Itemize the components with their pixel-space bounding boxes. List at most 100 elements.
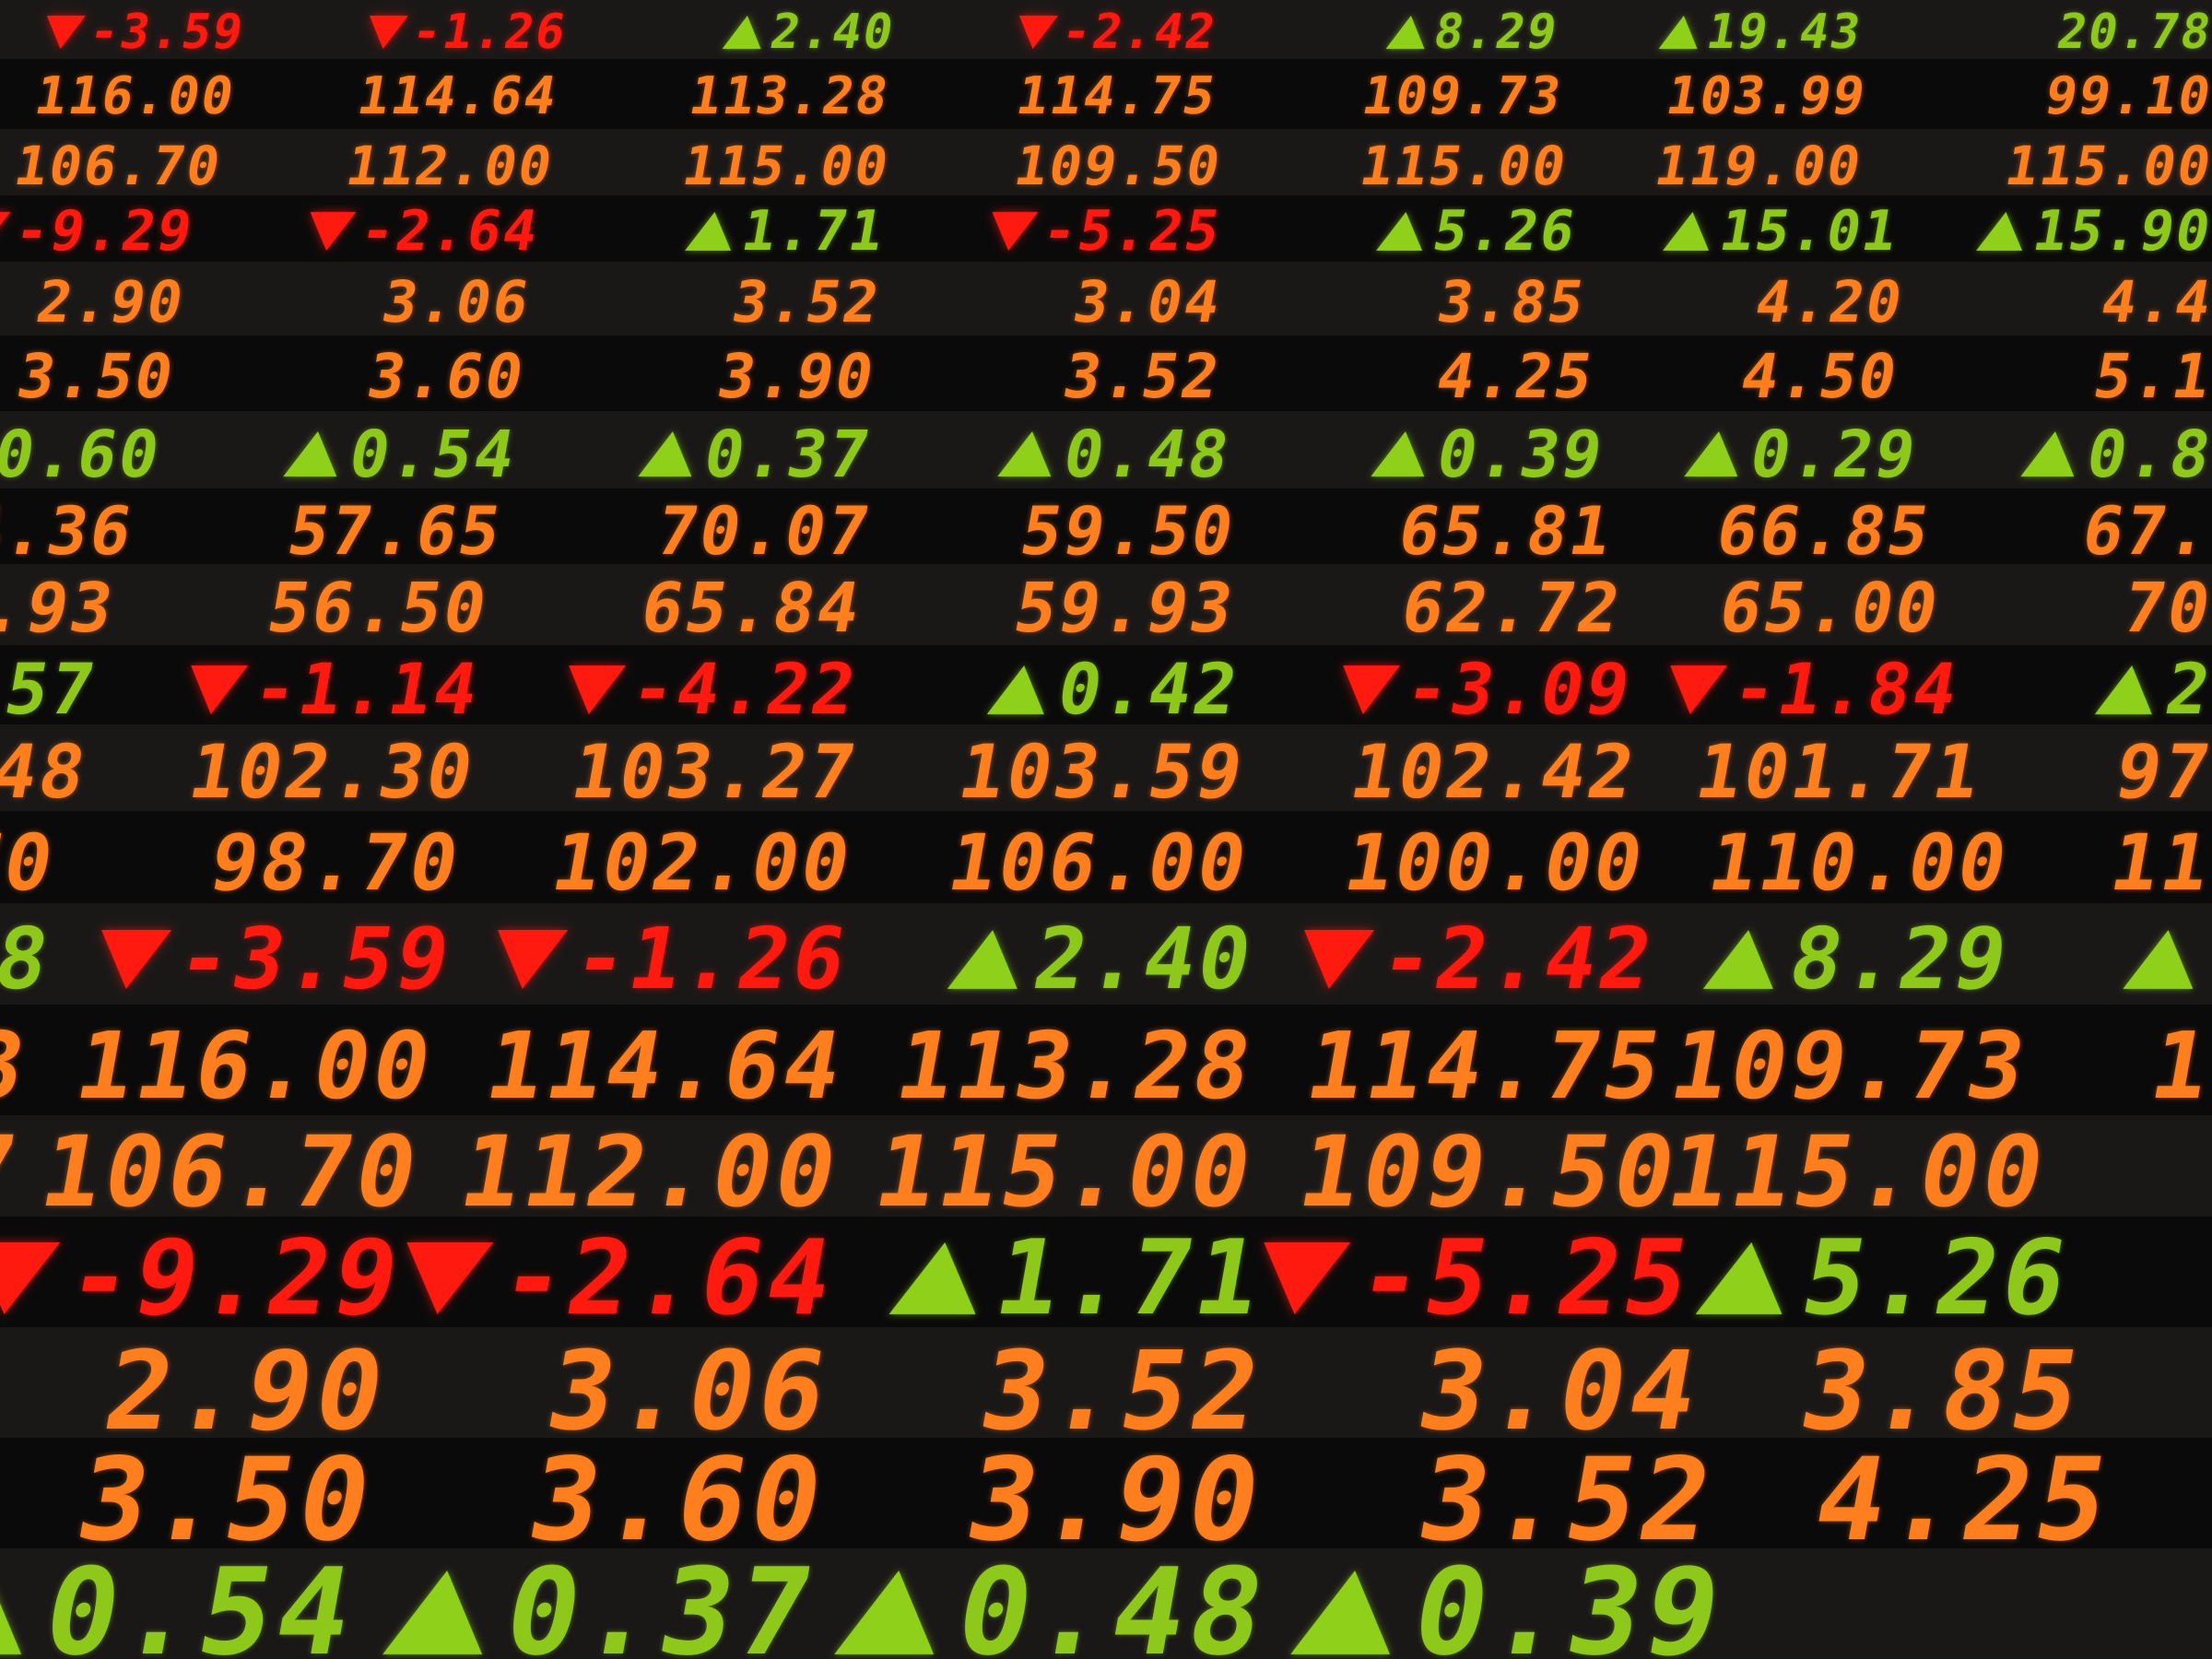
price-cell: 109.73 <box>1357 59 1569 132</box>
down-triangle-icon <box>1293 929 1375 989</box>
price-value: 112.00 <box>452 1115 849 1230</box>
price-value: 3.04 <box>1408 1326 1712 1454</box>
price-value: 3.90 <box>712 340 882 412</box>
price-value: 3.06 <box>377 267 536 335</box>
price-row: 7 106.70 112.00 115.00 109.50 115.00 <box>0 1115 2212 1229</box>
change-cell: 0.60 <box>0 411 169 493</box>
price-cell: 3.52 <box>1058 335 1229 415</box>
change-value: 15.90 <box>2028 199 2212 265</box>
price-value: 4.50 <box>1735 340 1905 412</box>
down-triangle-icon <box>394 1242 493 1315</box>
price-value: 3.52 <box>727 267 887 335</box>
change-value: -3.59 <box>85 5 250 60</box>
price-cell: 103.27 <box>565 724 865 816</box>
price-value: 102.30 <box>182 729 482 816</box>
price-cell: 99.10 <box>2040 59 2212 132</box>
price-cell <box>0 1438 10 1548</box>
change-cell: 0.29 <box>1681 411 1924 493</box>
down-triangle-icon <box>559 665 626 714</box>
price-cell: 65.84 <box>635 564 869 649</box>
price-cell: 3.85 <box>1431 262 1592 339</box>
change-cell: -2.64 <box>390 1217 844 1338</box>
price-value: 1 <box>2142 1011 2212 1120</box>
price-value: 110.00 <box>1702 818 2018 909</box>
price-value: 3.60 <box>362 340 532 412</box>
change-value: 8 <box>0 909 60 1008</box>
change-cell <box>2202 1548 2212 1659</box>
price-row: 116.00 114.64 113.28 114.75 109.73 103.99 99.1… <box>0 59 2212 129</box>
change-row: 0.60 0.54 0.37 0.48 0.39 <box>0 1542 2212 1659</box>
price-value: 56.50 <box>262 569 496 649</box>
change-cell: 15.90 <box>1974 195 2212 265</box>
price-value: 70.07 <box>650 492 877 571</box>
change-cell <box>2121 903 2212 1005</box>
price-value: 11 <box>2103 818 2212 909</box>
change-cell: -2.64 <box>301 195 546 265</box>
price-cell: 109.73 <box>1663 1005 2039 1122</box>
up-triangle-icon <box>987 665 1053 714</box>
change-value: 0.39 <box>1402 1542 1735 1659</box>
price-cell: 109.50 <box>1290 1115 1687 1229</box>
change-value: 2.40 <box>765 5 900 60</box>
price-row: 3 116.00 114.64 113.28 114.75 109.73 1 <box>0 1005 2212 1120</box>
price-value: 59.93 <box>1008 569 1242 649</box>
price-value: 109.73 <box>1358 65 1568 126</box>
price-value: 4.20 <box>1750 267 1910 335</box>
change-cell: -2.42 <box>1011 0 1222 62</box>
price-value: 3.85 <box>1791 1326 2094 1454</box>
up-triangle-icon <box>1658 16 1704 49</box>
price-cell: 4.25 <box>1805 1434 2122 1567</box>
up-triangle-icon <box>0 1570 36 1654</box>
price-value: .93 <box>0 569 123 649</box>
change-cell: 5.26 <box>1373 195 1582 265</box>
up-triangle-icon <box>1370 431 1432 477</box>
price-cell: 98.70 <box>204 811 469 909</box>
change-cell: 57 <box>0 645 104 730</box>
price-cell: 67. <box>2077 488 2212 570</box>
price-value: 3.60 <box>519 1433 837 1567</box>
price-value: 70 <box>0 818 64 909</box>
change-cell: 8 <box>0 903 60 1010</box>
price-cell: 102.42 <box>1344 724 1644 816</box>
up-triangle-icon <box>1289 1570 1405 1654</box>
price-value: 103.59 <box>952 729 1252 816</box>
price-cell: 112.00 <box>452 1115 849 1230</box>
up-triangle-icon <box>637 431 700 477</box>
change-value: 2 <box>2159 648 2212 730</box>
price-value: 48 <box>0 729 95 816</box>
price-cell: 103.59 <box>952 724 1253 816</box>
change-cell <box>2119 1548 2138 1659</box>
price-cell: 1 <box>2143 1005 2212 1122</box>
price-value: 106.70 <box>32 1115 429 1230</box>
price-value: 116.00 <box>67 1011 442 1120</box>
change-row: 0.60 0.54 0.37 0.48 0.39 0.29 0.8 <box>0 411 2212 492</box>
price-value: 97 <box>2109 729 2212 816</box>
price-cell: 106.70 <box>32 1115 429 1230</box>
change-row: -9.29 -2.64 1.71 -5.25 5.26 15.01 15.90 <box>0 195 2212 265</box>
price-row: 70 98.70 102.00 106.00 100.00 110.00 11 <box>0 811 2212 908</box>
price-cell: 116.00 <box>29 59 241 132</box>
price-value: 113.28 <box>888 1011 1263 1120</box>
price-cell: 4.50 <box>1735 335 1906 415</box>
price-cell: 66.85 <box>1711 488 1938 570</box>
up-triangle-icon <box>833 1570 948 1654</box>
price-value: 114.64 <box>477 1011 853 1120</box>
price-value: 115.00 <box>2000 134 2212 197</box>
change-cell: 15.01 <box>1661 195 1905 265</box>
change-value: -2.42 <box>1057 5 1222 60</box>
price-cell: 4.4 <box>2095 262 2212 339</box>
price-value: 3.90 <box>957 1433 1275 1567</box>
change-value: 15.01 <box>1714 199 1904 265</box>
price-cell: 65.00 <box>1713 564 1947 649</box>
price-cell: 114.64 <box>478 1005 854 1122</box>
price-value: 3.52 <box>971 1326 1274 1454</box>
up-triangle-icon <box>1976 212 2030 252</box>
change-value: -4.22 <box>624 648 865 730</box>
down-triangle-icon <box>41 16 87 49</box>
price-cell: 114.64 <box>352 59 564 132</box>
down-triangle-icon <box>985 212 1039 252</box>
up-triangle-icon <box>2094 665 2161 714</box>
change-cell: -1.84 <box>1659 645 1966 730</box>
price-cell: 70 <box>0 811 64 909</box>
price-value: 3.04 <box>1068 267 1228 335</box>
